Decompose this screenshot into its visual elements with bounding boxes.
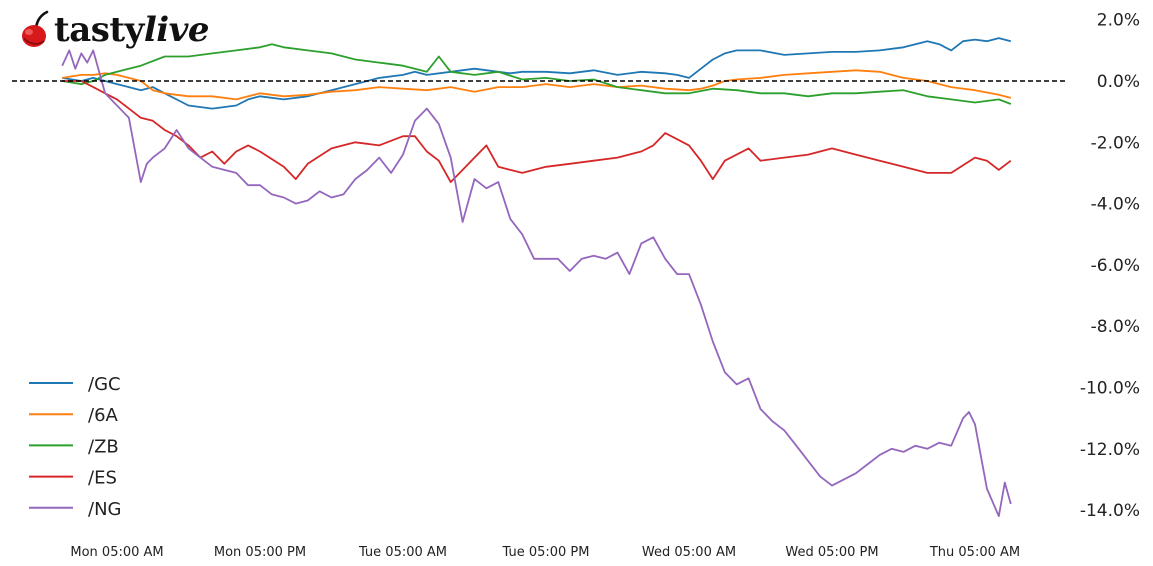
- x-tick-label: Thu 05:00 AM: [929, 545, 1020, 560]
- legend-label: /6A: [88, 405, 119, 426]
- x-axis: Mon 05:00 AM Mon 05:00 PM Tue 05:00 AM Tue …: [70, 545, 1020, 560]
- y-tick-label: -14.0%: [1080, 501, 1140, 521]
- y-tick-label: -10.0%: [1080, 379, 1140, 399]
- y-tick-label: -2.0%: [1091, 133, 1140, 153]
- legend-label: /ES: [88, 468, 117, 489]
- y-tick-label: 0.0%: [1097, 72, 1140, 92]
- x-tick-label: Wed 05:00 PM: [785, 545, 878, 560]
- series-line-gc: [62, 37, 1012, 110]
- legend: /GC/6A/ZB/ES/NG: [29, 374, 121, 520]
- series-line-zb: [62, 43, 1012, 105]
- brand-name-part1: tasty: [54, 10, 144, 50]
- y-axis: 2.0% 0.0% -2.0% -4.0% -6.0% -8.0% -10.0% -12.0%…: [1080, 11, 1140, 521]
- legend-label: /GC: [88, 374, 121, 395]
- legend-label: /ZB: [88, 436, 119, 457]
- y-tick-label: -4.0%: [1091, 195, 1140, 215]
- series-line-es: [62, 80, 1012, 183]
- x-tick-label: Wed 05:00 AM: [642, 545, 736, 560]
- series-lines: [61, 37, 1012, 518]
- x-tick-label: Mon 05:00 PM: [214, 545, 306, 560]
- y-tick-label: 2.0%: [1097, 11, 1140, 31]
- x-tick-label: Tue 05:00 PM: [502, 545, 590, 560]
- y-tick-label: -8.0%: [1091, 317, 1140, 337]
- cherry-icon: [22, 10, 49, 47]
- legend-label: /NG: [88, 499, 121, 520]
- brand-logo: tastylive: [20, 8, 210, 52]
- y-tick-label: -12.0%: [1080, 440, 1140, 460]
- brand-name-part2: live: [143, 10, 210, 50]
- y-tick-label: -6.0%: [1091, 256, 1140, 276]
- series-line-ng: [61, 49, 1012, 518]
- x-tick-label: Tue 05:00 AM: [358, 545, 447, 560]
- series-line-6a: [62, 69, 1012, 101]
- x-tick-label: Mon 05:00 AM: [70, 545, 163, 560]
- brand-name: tastylive: [54, 10, 210, 50]
